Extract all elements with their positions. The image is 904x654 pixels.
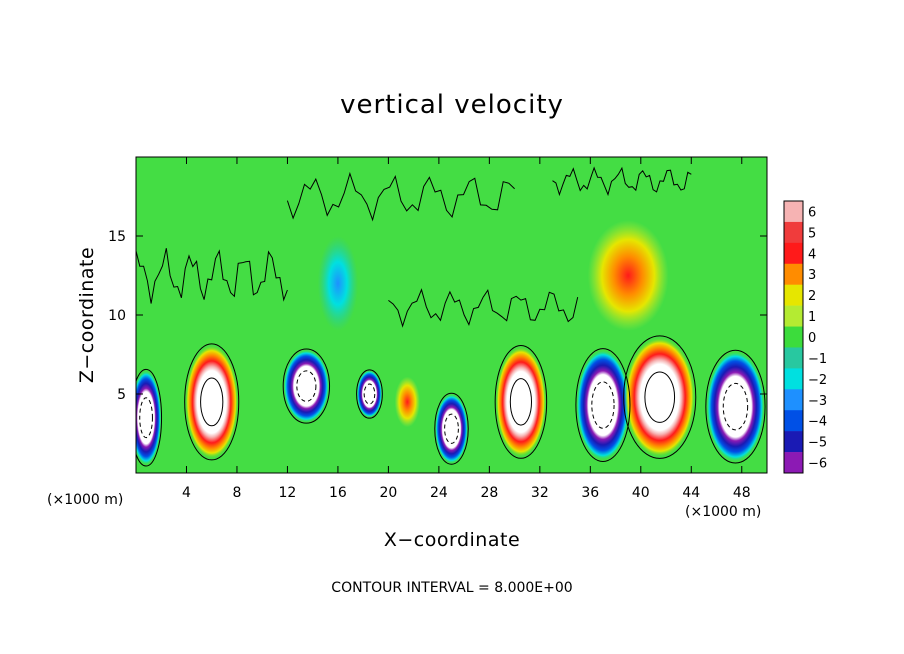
- downdraft-region: [706, 351, 765, 462]
- colorbar-label: −5: [808, 436, 827, 451]
- updraft-weak-region: [394, 376, 420, 428]
- colorbar-swatch: [784, 452, 803, 474]
- x-unit-label-left: (×1000 m): [47, 492, 123, 508]
- x-tick-label: 40: [632, 485, 650, 501]
- colorbar-label: 5: [808, 226, 816, 241]
- updraft-region: [185, 345, 239, 459]
- y-tick-label: 5: [117, 387, 126, 403]
- contour-line: [388, 288, 579, 328]
- x-axis-label: X−coordinate: [384, 529, 520, 551]
- contour-line: [200, 377, 224, 427]
- contour-line: [722, 382, 749, 431]
- x-tick-label: 16: [329, 485, 347, 501]
- contour-line: [296, 370, 317, 402]
- contour-line: [434, 392, 469, 465]
- contour-interval-note: CONTOUR INTERVAL = 8.000E+00: [331, 580, 572, 596]
- chart-title: vertical velocity: [340, 90, 564, 120]
- contour-line: [139, 397, 153, 439]
- y-axis-label: Z−coordinate: [76, 247, 98, 383]
- downdraft-region: [435, 394, 468, 464]
- downdraft-region: [136, 370, 162, 466]
- colorbar-swatch: [784, 368, 803, 390]
- x-tick-label: 28: [480, 485, 498, 501]
- colorbar-swatch: [784, 263, 803, 285]
- y-tick-label: 10: [108, 308, 126, 324]
- downdraft-weak-region: [317, 236, 359, 331]
- x-tick-label: 32: [531, 485, 549, 501]
- x-tick-label: 36: [581, 485, 599, 501]
- colorbar-swatch: [784, 284, 803, 306]
- colorbar-label: −4: [808, 415, 827, 430]
- contour-line: [644, 371, 676, 423]
- contour-line: [136, 248, 288, 304]
- contour-line: [591, 381, 615, 429]
- colorbar-label: 1: [808, 310, 816, 325]
- colorbar-label: −6: [808, 457, 827, 472]
- contour-line: [494, 344, 548, 459]
- colorbar-label: 6: [808, 205, 816, 220]
- contour-line: [286, 171, 515, 222]
- x-tick-label: 44: [682, 485, 700, 501]
- colorbar-swatch: [784, 389, 803, 411]
- colorbar-swatch: [784, 242, 803, 265]
- colorbar-swatch: [784, 201, 803, 223]
- colorbar-label: −1: [808, 352, 827, 367]
- contour-line: [509, 378, 533, 426]
- x-ticks: 4 8 12 16 20 24 28 32 36 40 44 48: [182, 157, 751, 501]
- velocity-features: [136, 220, 765, 466]
- colorbar-label: 3: [808, 268, 816, 283]
- contour-line: [623, 335, 697, 459]
- x-unit-label-right: (×1000 m): [685, 504, 761, 520]
- x-tick-label: 8: [232, 485, 241, 501]
- colorbar-label: 4: [808, 247, 816, 262]
- x-tick-label: 24: [430, 485, 448, 501]
- contour-line: [575, 348, 631, 462]
- x-tick-label: 20: [379, 485, 397, 501]
- colorbar-label: 2: [808, 289, 816, 304]
- colorbar-frame: [783, 200, 804, 474]
- colorbar-label: 0: [808, 331, 816, 346]
- contour-line: [136, 368, 163, 467]
- contour-line: [356, 369, 383, 419]
- updraft-weak-region: [587, 220, 669, 331]
- updraft-region: [624, 337, 696, 458]
- colorbar-label: −2: [808, 373, 827, 388]
- contour-line: [552, 166, 692, 197]
- colorbar-swatch: [784, 305, 803, 327]
- contour-line: [363, 383, 376, 405]
- contour-line: [282, 348, 331, 424]
- colorbar-label: −3: [808, 394, 827, 409]
- downdraft-region: [356, 370, 383, 418]
- colorbar-swatch: [784, 410, 803, 432]
- contour-line: [705, 349, 766, 464]
- downdraft-region: [576, 349, 630, 461]
- y-ticks: 5 10 15: [108, 229, 767, 403]
- colorbar-swatch: [784, 347, 803, 369]
- colorbar-swatch: [784, 431, 803, 453]
- contour-line: [444, 413, 459, 444]
- colorbar: 6 5 4 3 2 1 0 −1 −2 −3 −4 −5 −6: [783, 200, 827, 474]
- colorbar-swatch: [784, 221, 803, 244]
- updraft-region: [495, 346, 547, 458]
- contour-line: [184, 343, 240, 461]
- downdraft-region: [283, 349, 330, 423]
- x-tick-label: 4: [182, 485, 191, 501]
- contour-lines: [136, 166, 766, 467]
- y-tick-label: 15: [108, 229, 126, 245]
- colorbar-swatch: [784, 326, 803, 348]
- x-tick-label: 48: [733, 485, 751, 501]
- x-tick-label: 12: [279, 485, 297, 501]
